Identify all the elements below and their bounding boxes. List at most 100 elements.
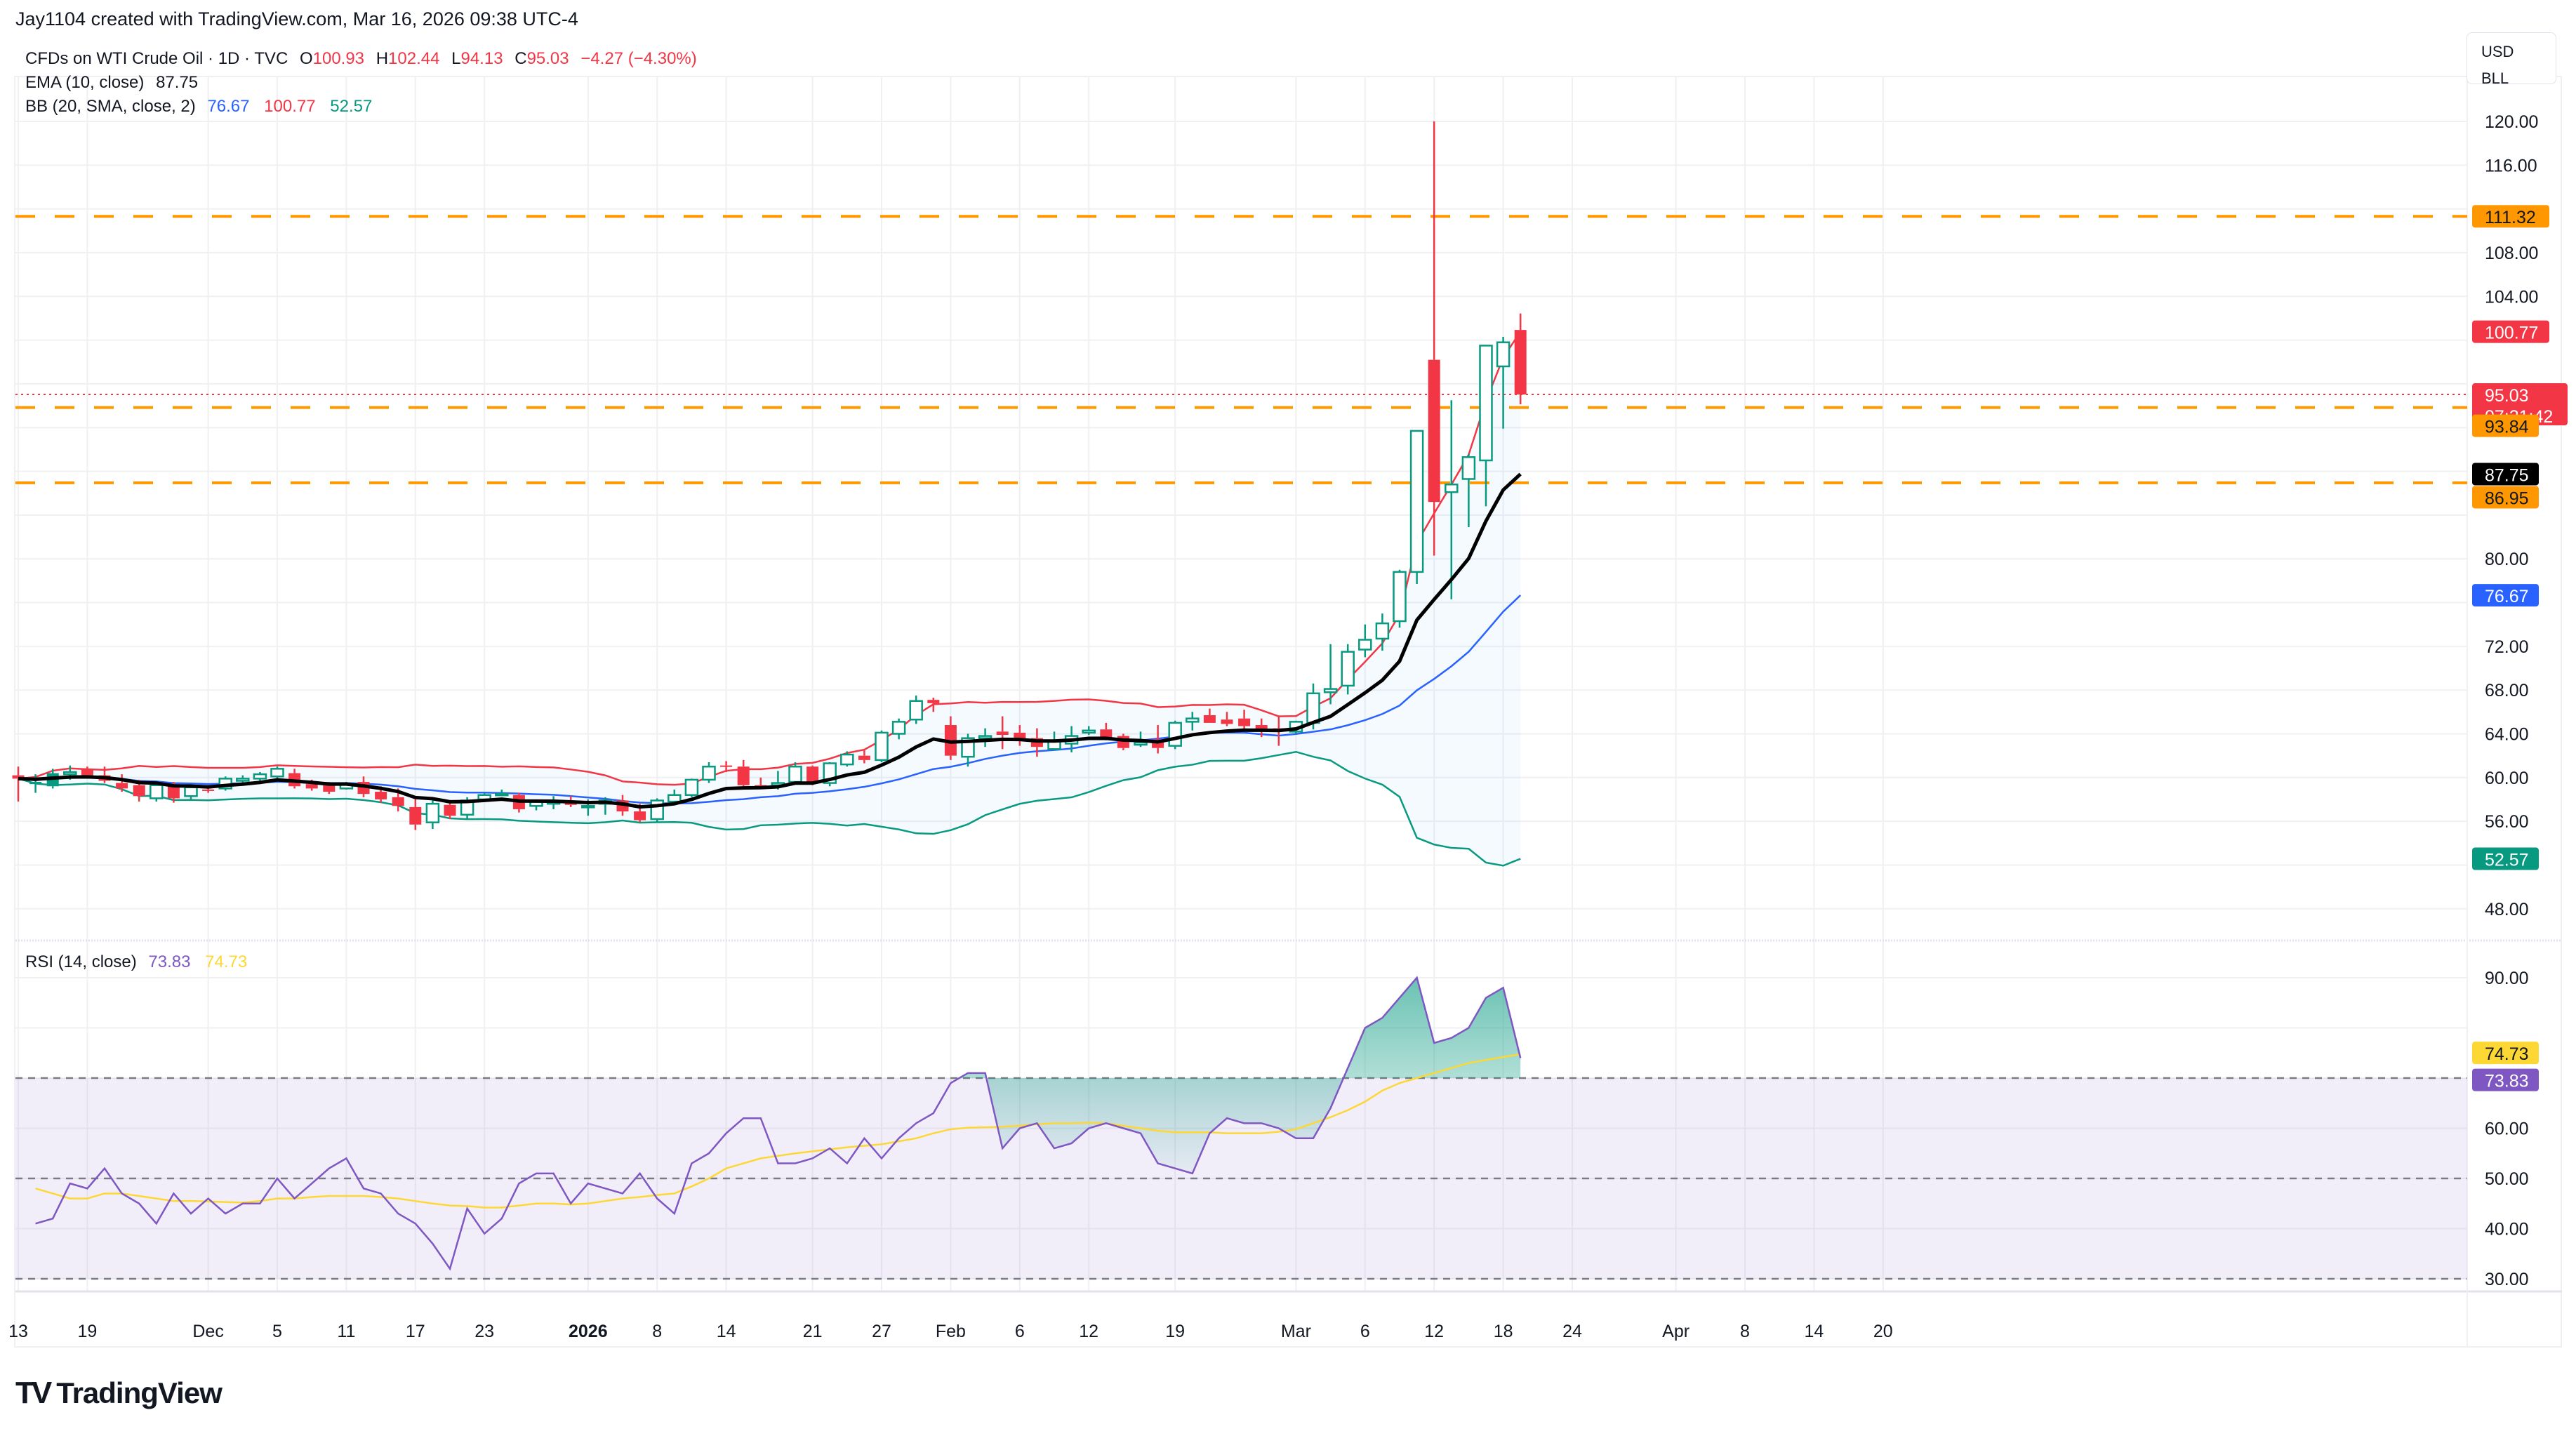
candle <box>720 765 733 767</box>
candle <box>167 784 180 799</box>
svg-text:64.00: 64.00 <box>2485 724 2529 744</box>
candle <box>116 783 128 789</box>
ema-label: EMA (10, close) <box>25 73 145 92</box>
svg-text:60.00: 60.00 <box>2485 1119 2529 1139</box>
rsi-label: RSI (14, close) <box>25 952 137 971</box>
bb-basis-value: 76.67 <box>207 97 250 116</box>
ema-value: 87.75 <box>156 73 199 92</box>
candle <box>634 811 646 820</box>
candle <box>375 792 387 799</box>
candle <box>63 771 77 776</box>
candle <box>1186 717 1200 723</box>
level-badge-86: 86.95 <box>2472 486 2539 509</box>
candle <box>236 778 250 782</box>
svg-text:90.00: 90.00 <box>2485 969 2529 988</box>
price-axis: 120.00 116.00 108.00 104.00 80.00 72.00 68.00 6… <box>2472 112 2568 1289</box>
candle <box>806 766 819 783</box>
ohlc-close: C95.03 <box>514 49 569 68</box>
ohlc-open: O100.93 <box>299 49 365 68</box>
bb-upper-line <box>18 331 1522 786</box>
svg-text:14: 14 <box>717 1322 736 1341</box>
candle <box>133 785 145 797</box>
candle <box>650 799 664 820</box>
candle <box>1341 651 1355 687</box>
svg-text:6: 6 <box>1015 1322 1025 1341</box>
candle <box>1306 692 1320 724</box>
svg-text:100.77: 100.77 <box>2485 324 2538 343</box>
rsi-legend[interactable]: RSI (14, close) 73.83 74.73 <box>25 952 257 972</box>
svg-text:72.00: 72.00 <box>2485 637 2529 657</box>
candle <box>184 786 198 797</box>
svg-text:13: 13 <box>8 1322 28 1341</box>
svg-text:80.00: 80.00 <box>2485 550 2529 569</box>
candle <box>1479 345 1493 462</box>
candle <box>409 806 422 825</box>
svg-text:Dec: Dec <box>192 1322 223 1341</box>
candle <box>668 794 682 803</box>
svg-text:21: 21 <box>803 1322 823 1341</box>
level-badge-111: 111.32 <box>2472 205 2549 228</box>
svg-text:104.00: 104.00 <box>2485 287 2538 307</box>
candle <box>444 804 456 816</box>
candle <box>1461 456 1476 480</box>
svg-text:120.00: 120.00 <box>2485 112 2538 132</box>
rsi-ma-value: 74.73 <box>205 952 248 971</box>
rsi-badge: 73.83 <box>2472 1068 2539 1091</box>
svg-text:24: 24 <box>1562 1322 1582 1341</box>
svg-text:8: 8 <box>652 1322 662 1341</box>
svg-text:2026: 2026 <box>569 1322 608 1341</box>
candle <box>1117 736 1129 748</box>
currency-unit-selector[interactable]: USD BLL <box>2467 32 2556 87</box>
candle <box>858 755 870 760</box>
candle <box>150 784 164 799</box>
candle <box>684 778 699 796</box>
svg-text:12: 12 <box>1424 1322 1444 1341</box>
candle <box>996 731 1009 736</box>
svg-text:68.00: 68.00 <box>2485 681 2529 700</box>
svg-text:19: 19 <box>77 1322 97 1341</box>
candle <box>1082 729 1096 734</box>
tradingview-logo-icon: TV <box>15 1376 52 1410</box>
tradingview-logo[interactable]: TV TradingView <box>15 1376 223 1411</box>
ema-badge: 87.75 <box>2472 463 2539 486</box>
candle <box>1393 571 1407 623</box>
bb-legend[interactable]: BB (20, SMA, close, 2) 76.67 100.77 52.5… <box>25 97 382 117</box>
svg-text:27: 27 <box>872 1322 891 1341</box>
svg-text:48.00: 48.00 <box>2485 900 2529 919</box>
candle <box>909 700 923 721</box>
svg-text:6: 6 <box>1360 1322 1370 1341</box>
candle <box>927 700 940 703</box>
candle <box>978 735 992 739</box>
candle <box>323 785 336 792</box>
candle <box>1255 725 1268 731</box>
candle <box>305 784 318 789</box>
candle <box>1514 330 1527 395</box>
candle <box>495 792 509 797</box>
candles <box>12 121 1527 830</box>
svg-text:12: 12 <box>1079 1322 1098 1341</box>
symbol-legend[interactable]: CFDs on WTI Crude Oil · 1D · TVC O100.93… <box>25 49 704 69</box>
grid <box>15 77 2467 1291</box>
ema-legend[interactable]: EMA (10, close) 87.75 <box>25 73 205 93</box>
candle <box>702 765 716 781</box>
candle <box>81 769 93 777</box>
symbol-title[interactable]: CFDs on WTI Crude Oil · 1D · TVC <box>25 49 288 68</box>
svg-text:Mar: Mar <box>1281 1322 1311 1341</box>
candle <box>202 789 215 791</box>
svg-text:108.00: 108.00 <box>2485 244 2538 263</box>
candle <box>581 805 595 809</box>
candle <box>1014 732 1026 740</box>
bb-label: BB (20, SMA, close, 2) <box>25 97 196 116</box>
unit-label: BLL <box>2481 69 2509 87</box>
tradingview-wordmark: TradingView <box>56 1376 223 1409</box>
chart-frame <box>14 76 2562 1348</box>
svg-text:74.73: 74.73 <box>2485 1044 2529 1064</box>
rsi-value: 73.83 <box>148 952 191 971</box>
svg-text:111.32: 111.32 <box>2485 208 2536 227</box>
svg-text:76.67: 76.67 <box>2485 587 2529 606</box>
svg-text:Apr: Apr <box>1662 1322 1689 1341</box>
svg-text:40.00: 40.00 <box>2485 1220 2529 1239</box>
bb-lower-badge: 52.57 <box>2472 847 2539 870</box>
svg-text:87.75: 87.75 <box>2485 465 2529 485</box>
